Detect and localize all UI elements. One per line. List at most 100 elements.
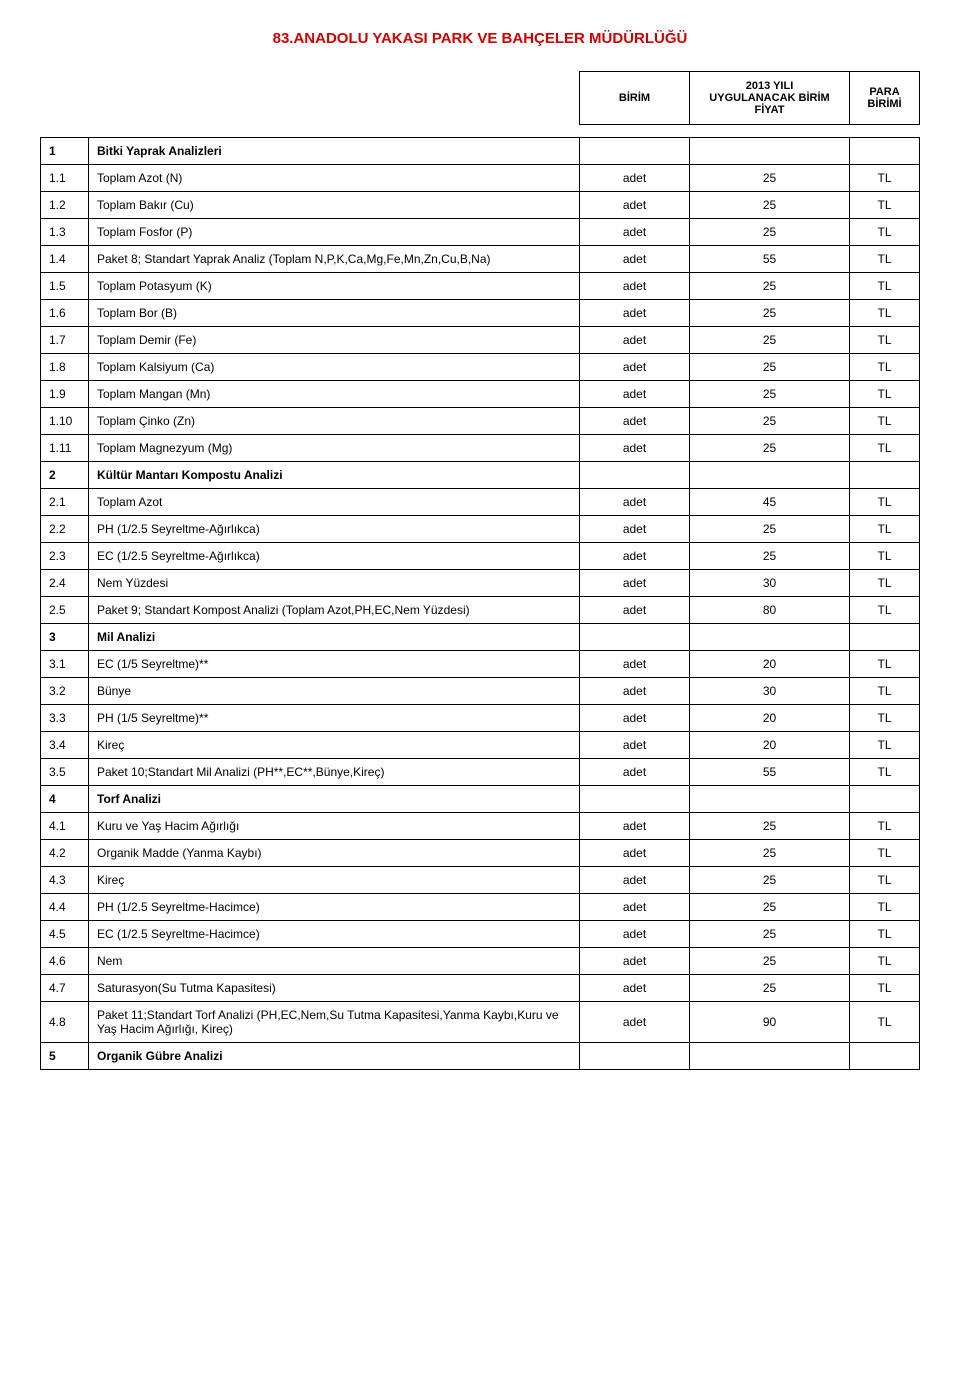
row-description: Kuru ve Yaş Hacim Ağırlığı	[89, 813, 580, 840]
row-price: 55	[690, 246, 850, 273]
row-description: Toplam Bor (B)	[89, 300, 580, 327]
row-description: Bitki Yaprak Analizleri	[89, 138, 580, 165]
row-currency: TL	[850, 570, 920, 597]
row-currency: TL	[850, 219, 920, 246]
table-row: 1.5Toplam Potasyum (K)adet25TL	[41, 273, 920, 300]
row-price: 25	[690, 408, 850, 435]
row-price: 25	[690, 813, 850, 840]
table-row: 1.2Toplam Bakır (Cu)adet25TL	[41, 192, 920, 219]
table-row: 1.3Toplam Fosfor (P)adet25TL	[41, 219, 920, 246]
row-currency: TL	[850, 192, 920, 219]
row-index: 3.2	[41, 678, 89, 705]
row-price: 25	[690, 948, 850, 975]
row-currency: TL	[850, 867, 920, 894]
row-price: 25	[690, 840, 850, 867]
row-price	[690, 138, 850, 165]
row-index: 4.2	[41, 840, 89, 867]
row-currency: TL	[850, 894, 920, 921]
row-currency: TL	[850, 543, 920, 570]
row-price: 30	[690, 678, 850, 705]
row-price: 25	[690, 975, 850, 1002]
table-row: 2.5Paket 9; Standart Kompost Analizi (To…	[41, 597, 920, 624]
row-currency: TL	[850, 327, 920, 354]
row-currency: TL	[850, 408, 920, 435]
row-unit: adet	[580, 516, 690, 543]
row-unit: adet	[580, 327, 690, 354]
row-unit: adet	[580, 975, 690, 1002]
row-currency: TL	[850, 246, 920, 273]
row-currency: TL	[850, 732, 920, 759]
row-index: 4.6	[41, 948, 89, 975]
table-row: 3.2Bünyeadet30TL	[41, 678, 920, 705]
row-unit: adet	[580, 840, 690, 867]
row-index: 1.6	[41, 300, 89, 327]
row-currency: TL	[850, 489, 920, 516]
row-unit: adet	[580, 678, 690, 705]
row-index: 1.2	[41, 192, 89, 219]
header-birim: BİRİM	[580, 72, 690, 125]
row-index: 4.1	[41, 813, 89, 840]
table-row: 4.1Kuru ve Yaş Hacim Ağırlığıadet25TL	[41, 813, 920, 840]
row-description: Toplam Çinko (Zn)	[89, 408, 580, 435]
row-description: Organik Gübre Analizi	[89, 1043, 580, 1070]
table-row: 1.10Toplam Çinko (Zn)adet25TL	[41, 408, 920, 435]
row-description: Saturasyon(Su Tutma Kapasitesi)	[89, 975, 580, 1002]
row-index: 1.9	[41, 381, 89, 408]
row-description: PH (1/5 Seyreltme)**	[89, 705, 580, 732]
row-index: 2	[41, 462, 89, 489]
table-row: 4Torf Analizi	[41, 786, 920, 813]
row-currency: TL	[850, 705, 920, 732]
table-row: 4.6Nemadet25TL	[41, 948, 920, 975]
row-index: 2.1	[41, 489, 89, 516]
price-table: 1Bitki Yaprak Analizleri1.1Toplam Azot (…	[40, 137, 920, 1070]
row-index: 4.5	[41, 921, 89, 948]
row-index: 3	[41, 624, 89, 651]
table-row: 1.6Toplam Bor (B)adet25TL	[41, 300, 920, 327]
row-index: 4.8	[41, 1002, 89, 1043]
row-description: Toplam Bakır (Cu)	[89, 192, 580, 219]
row-currency	[850, 624, 920, 651]
row-index: 4.7	[41, 975, 89, 1002]
table-row: 1.1Toplam Azot (N)adet25TL	[41, 165, 920, 192]
row-price	[690, 624, 850, 651]
row-index: 5	[41, 1043, 89, 1070]
row-price: 25	[690, 300, 850, 327]
row-index: 1	[41, 138, 89, 165]
row-currency: TL	[850, 273, 920, 300]
table-row: 1.7Toplam Demir (Fe)adet25TL	[41, 327, 920, 354]
table-row: 4.7Saturasyon(Su Tutma Kapasitesi)adet25…	[41, 975, 920, 1002]
row-index: 2.3	[41, 543, 89, 570]
row-index: 1.1	[41, 165, 89, 192]
table-row: 1.9Toplam Mangan (Mn)adet25TL	[41, 381, 920, 408]
row-currency: TL	[850, 435, 920, 462]
row-currency	[850, 786, 920, 813]
row-description: Kireç	[89, 732, 580, 759]
row-currency: TL	[850, 651, 920, 678]
row-description: Toplam Mangan (Mn)	[89, 381, 580, 408]
row-currency: TL	[850, 165, 920, 192]
table-row: 2.3EC (1/2.5 Seyreltme-Ağırlıkca)adet25T…	[41, 543, 920, 570]
row-unit: adet	[580, 651, 690, 678]
row-price: 25	[690, 165, 850, 192]
row-description: Kültür Mantarı Kompostu Analizi	[89, 462, 580, 489]
table-row: 4.3Kireçadet25TL	[41, 867, 920, 894]
row-unit: adet	[580, 543, 690, 570]
row-description: Paket 10;Standart Mil Analizi (PH**,EC**…	[89, 759, 580, 786]
row-description: PH (1/2.5 Seyreltme-Ağırlıkca)	[89, 516, 580, 543]
row-index: 1.8	[41, 354, 89, 381]
row-unit: adet	[580, 894, 690, 921]
row-price: 20	[690, 705, 850, 732]
row-price: 25	[690, 516, 850, 543]
row-price: 25	[690, 192, 850, 219]
table-row: 4.8Paket 11;Standart Torf Analizi (PH,EC…	[41, 1002, 920, 1043]
row-unit: adet	[580, 732, 690, 759]
row-unit	[580, 1043, 690, 1070]
row-unit	[580, 624, 690, 651]
row-index: 2.4	[41, 570, 89, 597]
row-price: 55	[690, 759, 850, 786]
row-price: 25	[690, 543, 850, 570]
table-row: 1.11Toplam Magnezyum (Mg)adet25TL	[41, 435, 920, 462]
row-currency: TL	[850, 921, 920, 948]
row-currency: TL	[850, 516, 920, 543]
table-row: 3.5Paket 10;Standart Mil Analizi (PH**,E…	[41, 759, 920, 786]
